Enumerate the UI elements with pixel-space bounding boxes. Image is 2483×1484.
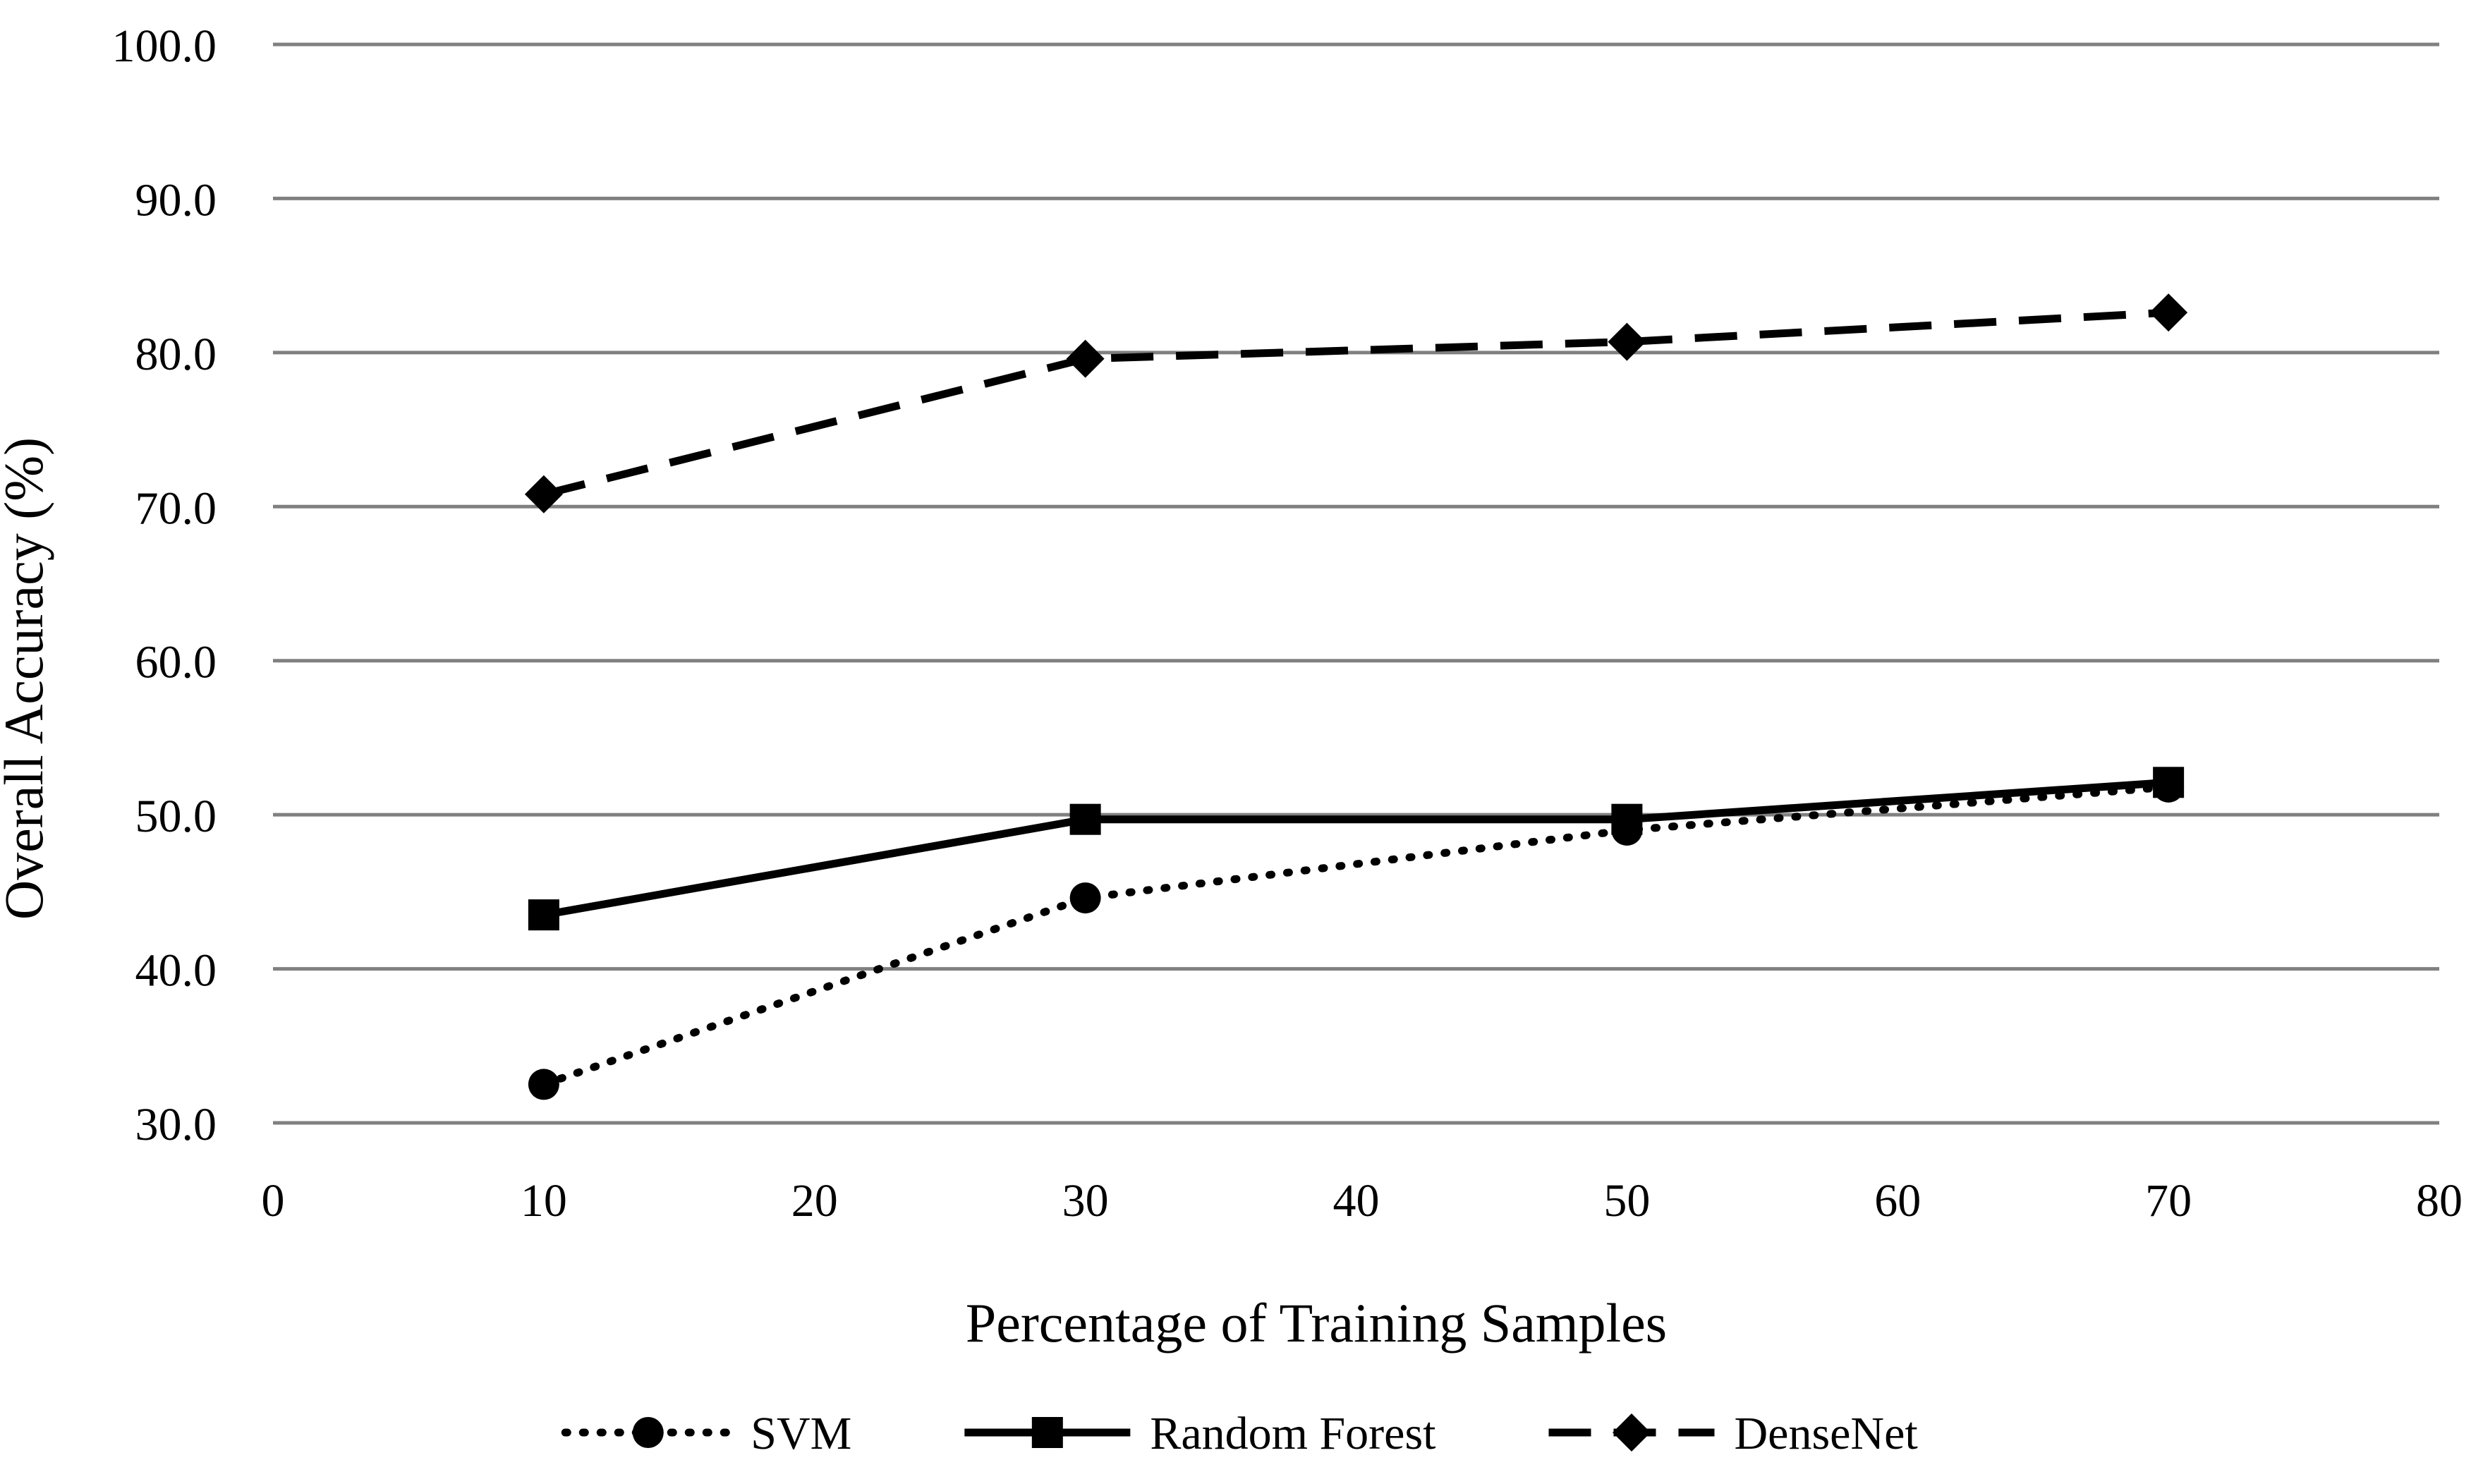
data-point-svm <box>528 1069 559 1100</box>
legend-label-random-forest: Random Forest <box>1150 1408 1435 1459</box>
data-point-svm <box>1069 882 1101 914</box>
x-axis: 0 10 20 30 40 50 60 70 80 <box>262 1175 2463 1227</box>
y-tick-label: 40.0 <box>135 945 217 997</box>
series-densenet <box>524 293 2188 513</box>
series-line-densenet <box>542 308 2169 499</box>
x-tick-label: 30 <box>1062 1175 1109 1227</box>
legend-marker-densenet <box>1612 1413 1651 1452</box>
y-tick-label: 80.0 <box>135 329 217 380</box>
y-tick-label: 60.0 <box>135 637 217 688</box>
data-point-densenet <box>1608 322 1646 361</box>
y-tick-label: 50.0 <box>135 791 217 842</box>
x-tick-label: 10 <box>521 1175 567 1227</box>
legend-label-densenet: DenseNet <box>1734 1408 1917 1459</box>
x-tick-label: 40 <box>1333 1175 1380 1227</box>
series-line-random-forest <box>542 778 2169 919</box>
y-tick-label: 100.0 <box>112 20 217 72</box>
data-point-random-forest <box>1611 803 1643 835</box>
y-axis: 30.0 40.0 50.0 60.0 70.0 80.0 90.0 100.0 <box>112 20 217 1150</box>
legend-item-densenet: DenseNet <box>1548 1408 1918 1459</box>
y-tick-label: 90.0 <box>135 174 217 226</box>
x-tick-label: 70 <box>2145 1175 2192 1227</box>
x-tick-label: 50 <box>1603 1175 1650 1227</box>
y-tick-label: 70.0 <box>135 482 217 534</box>
data-point-densenet <box>524 475 563 513</box>
legend-item-svm: SVM <box>561 1408 851 1459</box>
data-point-random-forest <box>1069 803 1101 835</box>
data-point-random-forest <box>2153 767 2185 798</box>
legend-marker-random-forest <box>1031 1417 1063 1448</box>
data-point-densenet <box>2149 293 2188 332</box>
x-tick-label: 60 <box>1874 1175 1921 1227</box>
data-point-random-forest <box>528 899 559 931</box>
x-axis-title: Percentage of Training Samples <box>966 1292 1667 1354</box>
series-line-svm <box>540 783 2173 1088</box>
legend: SVM Random Forest DenseNet <box>561 1408 1918 1459</box>
data-point-densenet <box>1066 339 1105 378</box>
legend-label-svm: SVM <box>751 1408 851 1459</box>
x-tick-label: 0 <box>262 1175 285 1227</box>
y-tick-label: 30.0 <box>135 1099 217 1150</box>
legend-marker-svm <box>632 1417 664 1448</box>
y-axis-title: Overall Accuracy (%) <box>0 437 54 920</box>
x-tick-label: 80 <box>2416 1175 2463 1227</box>
gridlines <box>273 42 2439 1125</box>
legend-item-random-forest: Random Forest <box>964 1408 1435 1459</box>
x-tick-label: 20 <box>791 1175 838 1227</box>
series-layer <box>524 293 2188 1100</box>
series-random-forest <box>528 767 2185 931</box>
